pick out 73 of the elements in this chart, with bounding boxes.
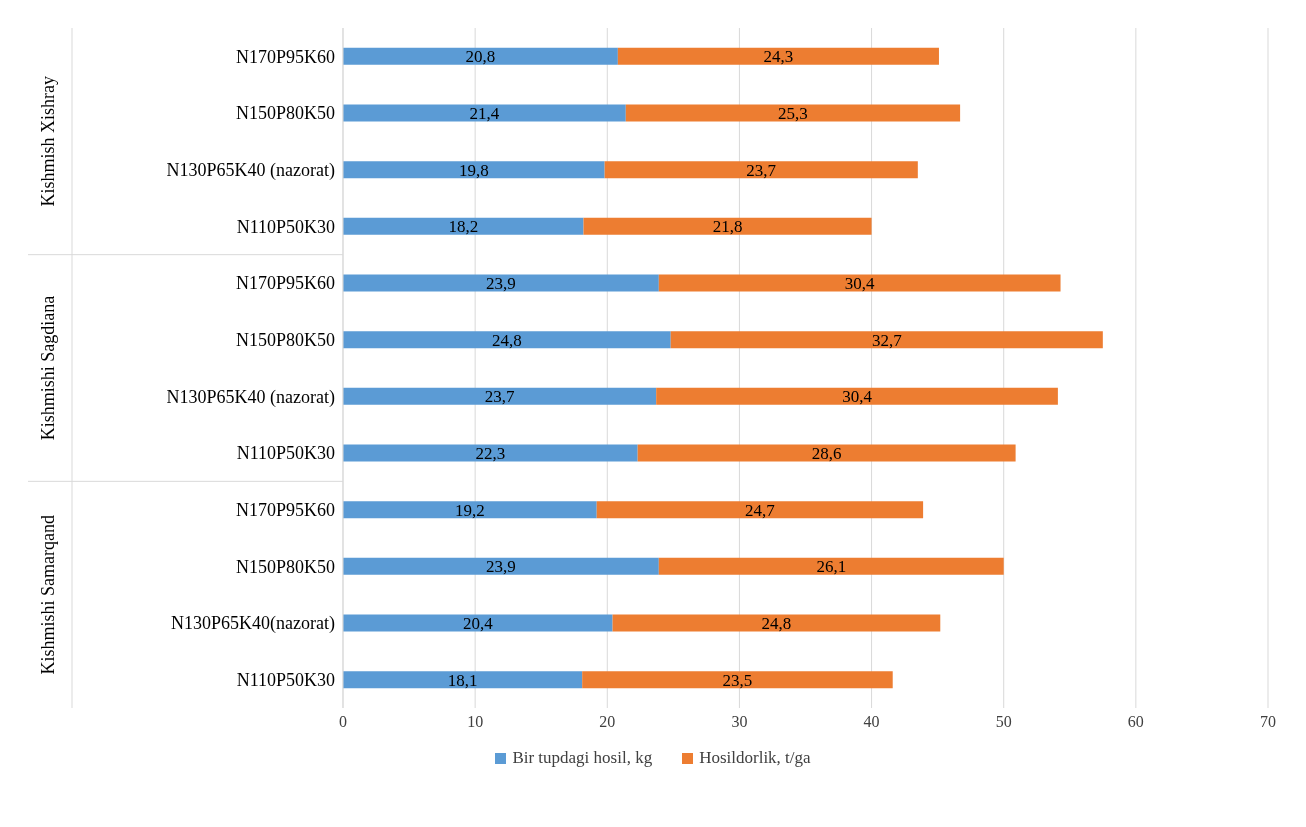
x-tick-label: 70 — [1260, 713, 1276, 731]
bar — [612, 614, 941, 632]
data-label: 19,2 — [454, 500, 485, 520]
bar — [670, 331, 1103, 349]
x-tick-label: 50 — [995, 713, 1012, 731]
data-label: 30,4 — [842, 387, 873, 407]
bar — [343, 47, 618, 65]
x-tick-label: 60 — [1127, 713, 1144, 731]
bar — [343, 614, 613, 632]
text: Kishmishi Samarqand — [38, 514, 58, 675]
bar — [582, 671, 893, 689]
bar — [343, 331, 671, 349]
bar — [343, 557, 659, 575]
y-tick-label: N150P80K50 — [235, 556, 335, 577]
y-tick-label: N170P95K60 — [235, 500, 335, 521]
x-tick-label: 0 — [339, 713, 347, 731]
bar — [656, 387, 1058, 405]
x-tick-label: 20 — [599, 713, 616, 731]
data-label: 28,6 — [811, 444, 842, 464]
bar — [343, 161, 605, 179]
y-tick-label: N130P65K40 (nazorat) — [166, 160, 335, 182]
data-label: 32,7 — [871, 330, 903, 350]
data-label: 23,7 — [484, 387, 515, 407]
y-tick-label: N110P50K30 — [236, 216, 335, 237]
bar — [604, 161, 918, 179]
data-label: 30,4 — [844, 274, 876, 294]
data-label: 23,7 — [746, 160, 777, 180]
bar — [343, 671, 583, 689]
bar — [343, 104, 626, 122]
data-label: 21,8 — [712, 217, 743, 237]
text: Kishmish Xishray — [38, 76, 58, 207]
data-label: 24,8 — [761, 614, 792, 634]
data-label: 19,8 — [458, 160, 489, 180]
data-label: 23,5 — [722, 670, 753, 690]
legend-label: Bir tupdagi hosil, kg — [512, 748, 653, 768]
data-label: 20,4 — [462, 614, 494, 634]
data-label: 26,1 — [816, 557, 847, 577]
y-tick-label: N110P50K30 — [236, 443, 335, 464]
data-label: 24,7 — [745, 500, 776, 520]
x-tick-label: 40 — [863, 713, 880, 731]
bar — [658, 274, 1061, 292]
bar — [637, 444, 1016, 462]
data-label: 18,2 — [448, 217, 479, 237]
x-tick-label: 10 — [467, 713, 484, 731]
data-label: 20,8 — [465, 47, 496, 67]
bar — [343, 501, 597, 519]
data-label: 22,3 — [475, 444, 506, 464]
bar — [617, 47, 939, 65]
y-tick-label: N170P95K60 — [235, 46, 335, 67]
data-label: 23,9 — [486, 274, 516, 294]
y-tick-label: N170P95K60 — [235, 273, 335, 294]
y-tick-label: N110P50K30 — [236, 670, 335, 691]
bar — [596, 501, 924, 519]
text: Kishmishi Sagdiana — [38, 295, 58, 441]
bar — [343, 274, 659, 292]
data-label: 21,4 — [469, 104, 500, 124]
bar — [343, 387, 657, 405]
y-tick-label: N150P80K50 — [235, 330, 335, 351]
data-label: 18,1 — [447, 670, 478, 690]
legend-label: Hosildorlik, t/ga — [699, 748, 811, 768]
bar — [583, 217, 872, 235]
y-tick-label: N130P65K40 (nazorat) — [166, 386, 335, 408]
data-label: 24,3 — [763, 47, 794, 67]
x-tick-label: 30 — [731, 713, 748, 731]
y-tick-label: N150P80K50 — [235, 103, 335, 124]
data-label: 25,3 — [778, 104, 808, 124]
bar — [658, 557, 1004, 575]
bar — [625, 104, 961, 122]
data-label: 23,9 — [486, 557, 516, 577]
bar — [343, 217, 584, 235]
data-label: 24,8 — [491, 330, 522, 350]
y-tick-label: N130P65K40(nazorat) — [171, 613, 335, 635]
bar — [343, 444, 638, 462]
